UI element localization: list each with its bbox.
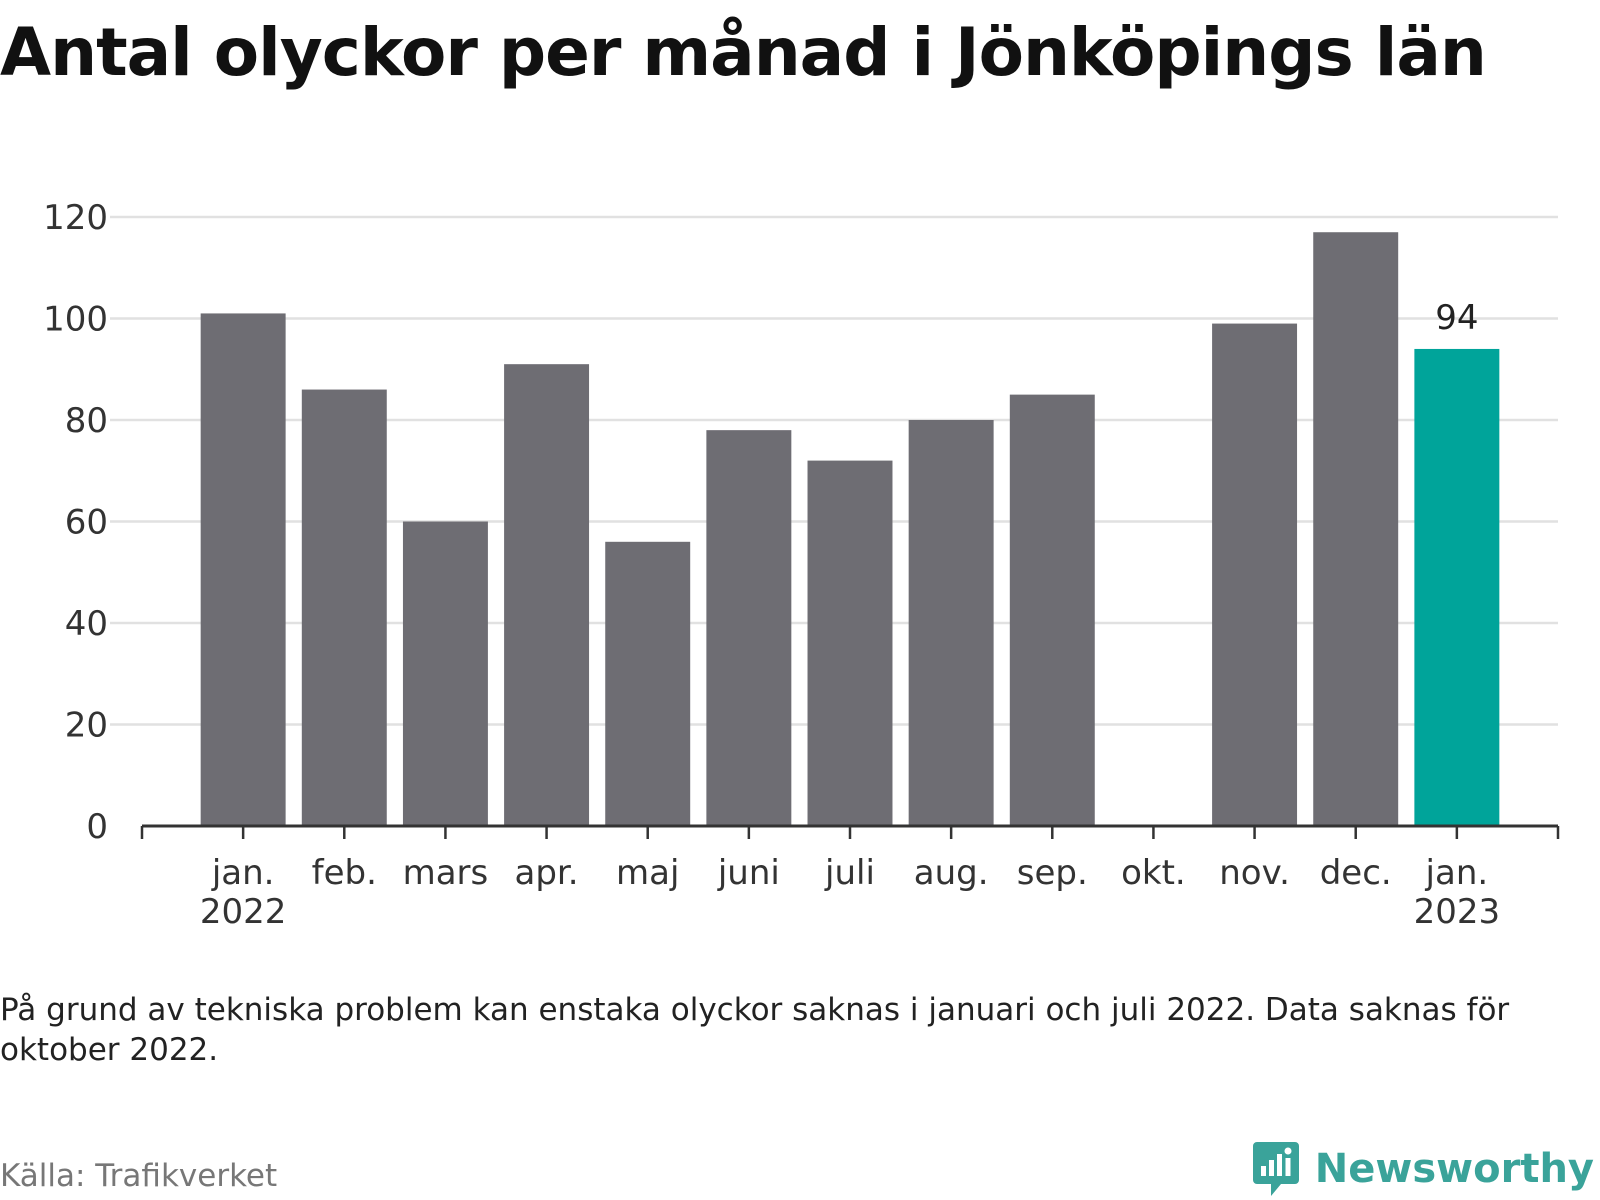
x-tick-label: feb.	[312, 853, 377, 893]
y-tick-label: 0	[86, 807, 108, 847]
x-tick-label: juni	[717, 853, 780, 893]
x-tick-label: juli	[824, 853, 875, 893]
x-tick-label: mars	[403, 853, 489, 893]
bar	[504, 364, 590, 826]
bar	[1212, 323, 1298, 826]
bar	[706, 430, 792, 826]
bar	[301, 389, 387, 826]
bar	[1313, 232, 1399, 827]
y-tick-label: 80	[65, 401, 108, 441]
bars	[200, 232, 1500, 827]
brand-logo: Newsworthy	[1251, 1140, 1594, 1198]
chart-title: Antal olyckor per månad i Jönköpings län	[0, 14, 1487, 91]
y-tick-label: 60	[65, 503, 108, 543]
x-tick-label: maj	[616, 853, 679, 893]
x-tick-label: nov.	[1219, 853, 1290, 893]
y-tick-label: 120	[43, 198, 108, 238]
bar	[605, 541, 691, 826]
x-tick-label: sep.	[1017, 853, 1088, 893]
bar	[200, 313, 286, 826]
y-tick-label: 100	[43, 300, 108, 340]
x-tick-label: 2022	[200, 892, 287, 932]
x-tick-label: okt.	[1121, 853, 1186, 893]
y-axis-ticks: 0 20 40 60 80 100 120	[43, 198, 108, 847]
x-tick-label: apr.	[515, 853, 579, 893]
footnote: På grund av tekniska problem kan enstaka…	[0, 992, 1510, 1068]
bar	[807, 460, 893, 826]
bar-value-label: 94	[1435, 298, 1478, 338]
bar	[1009, 394, 1095, 826]
x-tick-label: aug.	[914, 853, 989, 893]
x-tick-label: jan.	[1425, 853, 1489, 893]
source-credit: Källa: Trafikverket	[0, 1158, 278, 1194]
brand-name: Newsworthy	[1314, 1146, 1594, 1192]
x-tick-label: jan.	[211, 853, 275, 893]
x-tick-label: dec.	[1320, 853, 1392, 893]
x-tick-label: 2023	[1414, 892, 1501, 932]
bar	[908, 420, 994, 826]
bar-highlight	[1414, 348, 1500, 826]
y-tick-label: 20	[65, 706, 108, 746]
data-labels: 94	[1435, 298, 1478, 338]
y-tick-label: 40	[65, 604, 108, 644]
bar	[402, 521, 488, 826]
x-axis	[140, 824, 1560, 839]
newsworthy-logo-icon	[1252, 1142, 1299, 1196]
